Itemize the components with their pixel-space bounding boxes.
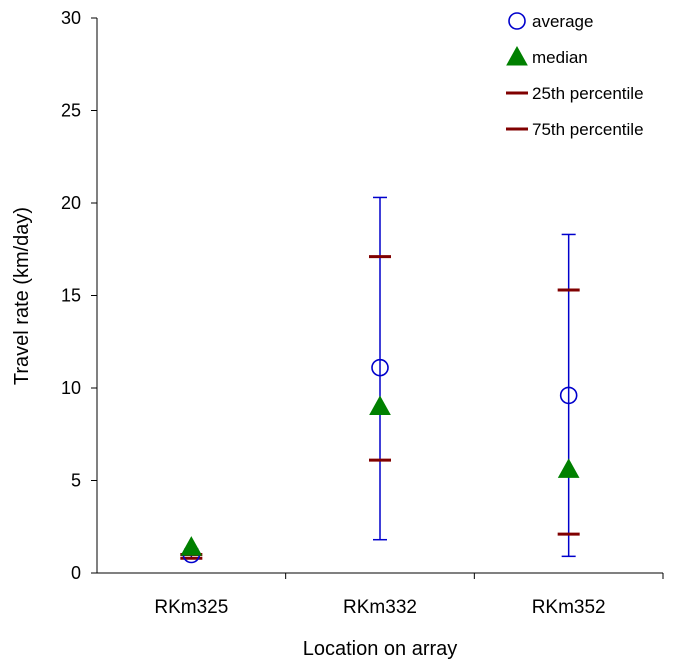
y-tick-label: 15: [61, 286, 81, 306]
y-tick-label: 30: [61, 8, 81, 28]
legend-marker-average: [508, 12, 526, 30]
x-tick-label: RKm332: [343, 597, 417, 618]
x-tick-label: RKm352: [532, 597, 606, 618]
y-tick-label: 5: [71, 471, 81, 491]
x-axis-title: Location on array: [303, 638, 458, 660]
median-point: [369, 395, 391, 415]
legend-label-median: median: [532, 48, 588, 67]
y-tick-label: 20: [61, 193, 81, 213]
x-tick-label: RKm325: [154, 597, 228, 618]
average-point: [371, 358, 389, 377]
legend-label-average: average: [532, 12, 593, 31]
average-point: [559, 386, 578, 405]
y-tick-label: 25: [61, 101, 81, 121]
legend-label-25th-percentile: 25th percentile: [532, 84, 644, 103]
median-point: [557, 458, 580, 478]
y-tick-label: 0: [71, 563, 81, 583]
legend: average median 25th percentile 75th percent…: [506, 12, 644, 139]
chart-marks: [180, 255, 580, 564]
error-bars: [184, 196, 576, 559]
legend-label-75th-percentile: 75th percentile: [532, 120, 644, 139]
x-tick-labels: RKm325 RKm332 RKm352: [154, 573, 664, 618]
y-axis-title: Travel rate (km/day): [11, 207, 33, 385]
y-tick-label: 10: [61, 378, 81, 398]
legend-marker-median: [506, 45, 528, 66]
median-point: [180, 536, 203, 556]
y-ticks: 0 5 10 15 20 25 30: [61, 8, 97, 583]
